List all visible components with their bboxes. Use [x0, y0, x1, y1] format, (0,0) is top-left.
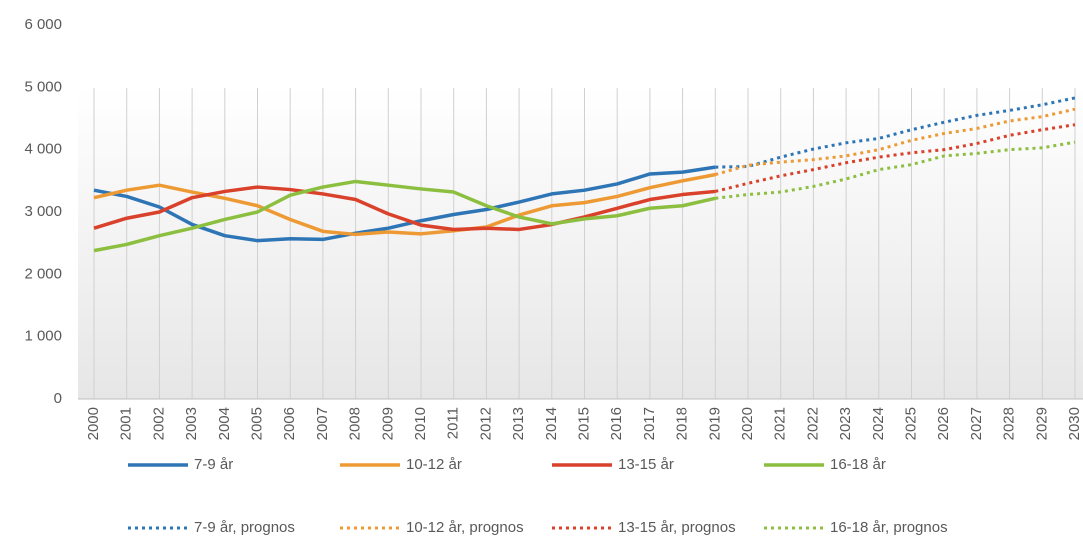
- legend-label: 13-15 år: [618, 456, 674, 473]
- legend-label: 10-12 år: [406, 456, 462, 473]
- x-tick-label: 2029: [1033, 407, 1050, 440]
- series-line: [93, 185, 716, 232]
- legend-label: 16-18 år, prognos: [830, 519, 948, 536]
- x-tick-label: 2017: [641, 407, 658, 440]
- x-tick-label: 2013: [510, 407, 527, 440]
- x-tick-label: 2022: [804, 407, 821, 440]
- series-line: [93, 172, 716, 237]
- y-tick-label: 4 000: [24, 141, 62, 158]
- y-tick-label: 5 000: [24, 78, 62, 95]
- y-tick-label: 3 000: [24, 203, 62, 220]
- x-tick-label: 2011: [445, 407, 462, 439]
- x-tick-label: 2014: [543, 407, 560, 440]
- legend-label: 7-9 år, prognos: [194, 519, 295, 536]
- series-line: [93, 179, 716, 253]
- x-tick-label: 2020: [739, 407, 756, 440]
- y-tick-label: 1 000: [24, 328, 62, 345]
- y-tick-label: 6 000: [24, 16, 62, 33]
- x-tick-label: 2002: [150, 407, 167, 440]
- series-line: [714, 107, 1076, 177]
- x-tick-label: 2009: [379, 407, 396, 440]
- series-line: [715, 96, 1076, 169]
- x-tick-label: 2010: [412, 407, 429, 440]
- series-line: [715, 140, 1076, 200]
- legend-label: 16-18 år: [830, 456, 886, 473]
- x-tick-label: 2015: [575, 407, 592, 440]
- x-tick-label: 2024: [870, 407, 887, 440]
- x-tick-label: 2023: [837, 407, 854, 440]
- x-tick-label: 2005: [248, 407, 265, 440]
- x-tick-label: 2006: [281, 407, 298, 440]
- x-tick-label: 2018: [674, 407, 691, 440]
- x-tick-label: 2012: [477, 407, 494, 440]
- x-tick-label: 2030: [1066, 407, 1083, 440]
- series-line: [714, 123, 1076, 193]
- x-tick-label: 2021: [772, 407, 789, 440]
- x-tick-label: 2000: [85, 407, 102, 440]
- y-tick-label: 0: [54, 390, 62, 407]
- legend-label: 7-9 år: [194, 456, 233, 473]
- x-tick-label: 2007: [314, 407, 331, 440]
- x-tick-label: 2025: [902, 407, 919, 440]
- plot-background: [78, 88, 1083, 399]
- x-tick-label: 2003: [183, 407, 200, 440]
- legend-label: 10-12 år, prognos: [406, 519, 524, 536]
- x-tick-label: 2001: [118, 407, 135, 440]
- x-tick-label: 2019: [706, 407, 723, 440]
- y-tick-label: 2 000: [24, 265, 62, 282]
- x-tick-label: 2028: [1001, 407, 1018, 440]
- x-tick-label: 2016: [608, 407, 625, 440]
- x-tick-label: 2008: [347, 407, 364, 440]
- legend-label: 13-15 år, prognos: [618, 519, 736, 536]
- x-tick-label: 2004: [216, 407, 233, 440]
- x-tick-label: 2026: [935, 407, 952, 440]
- x-tick-label: 2027: [968, 407, 985, 440]
